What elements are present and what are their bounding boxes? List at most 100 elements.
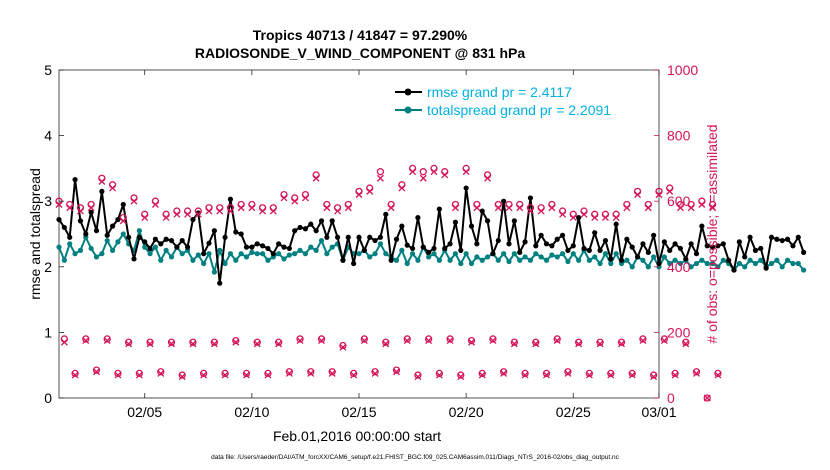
series-point-rmse (88, 209, 94, 215)
series-point-totalspread (693, 260, 700, 267)
obs-assimilated-marker (76, 207, 84, 215)
series-point-rmse (361, 247, 367, 253)
obs-possible-marker (199, 369, 208, 378)
series-point-totalspread (302, 251, 309, 257)
series-point-totalspread (533, 251, 539, 257)
series-point-rmse (377, 234, 384, 240)
obs-assimilated-stroke (119, 217, 127, 225)
y-axis-label-left: rmse and totalspread (27, 168, 43, 300)
series-point-totalspread (211, 269, 217, 275)
series-point-totalspread (233, 257, 239, 263)
series-point-rmse (763, 265, 769, 271)
series-point-rmse (168, 237, 175, 244)
series-point-rmse (238, 231, 244, 237)
series-point-totalspread (297, 247, 303, 253)
series-point-rmse (334, 234, 341, 240)
series-point-rmse (201, 251, 207, 257)
obs-assimilated-marker (398, 184, 406, 192)
series-point-totalspread (367, 254, 373, 260)
y-tick-label-right: 400 (667, 259, 691, 275)
y-tick-label-left: 2 (44, 259, 52, 275)
obs-assimilated-stroke (360, 337, 368, 345)
series-point-rmse (672, 241, 678, 247)
series-point-totalspread (431, 251, 437, 257)
series-point-rmse (67, 234, 73, 240)
obs-assimilated-marker (591, 214, 599, 222)
series-point-totalspread (217, 247, 223, 253)
obs-assimilated-stroke (334, 207, 342, 215)
obs-assimilated-marker (564, 369, 572, 377)
obs-assimilated-marker (435, 371, 443, 379)
series-point-rmse (174, 244, 180, 250)
series-point-rmse (442, 245, 448, 252)
series-point-totalspread (206, 251, 212, 257)
obs-assimilated-marker (226, 207, 234, 215)
series-point-rmse (409, 245, 416, 252)
series-point-totalspread (458, 260, 464, 267)
obs-possible-marker (499, 368, 508, 376)
obs-assimilated-stroke (66, 204, 74, 212)
obs-assimilated-marker (355, 191, 363, 199)
obs-possible-marker (607, 369, 615, 378)
obs-possible-marker (564, 368, 572, 376)
obs-assimilated-stroke (484, 174, 492, 182)
series-point-rmse (313, 228, 319, 234)
obs-assimilated-stroke (93, 368, 100, 376)
series-point-totalspread (677, 260, 684, 267)
series-point-rmse (709, 244, 716, 250)
obs-possible-marker (274, 338, 283, 346)
series-point-rmse (302, 226, 309, 232)
series-point-totalspread (415, 257, 421, 263)
obs-possible-marker (114, 369, 122, 378)
series-point-totalspread (222, 260, 228, 267)
series-point-rmse (93, 228, 100, 234)
obs-assimilated-marker (141, 214, 149, 222)
obs-assimilated-marker (543, 371, 550, 379)
obs-assimilated-marker (446, 337, 454, 345)
obs-assimilated-stroke (141, 214, 149, 222)
obs-assimilated-stroke (441, 171, 449, 179)
x-tick-label: 02/20 (449, 404, 484, 420)
series-point-totalspread (227, 251, 234, 257)
obs-assimilated-stroke (500, 369, 508, 377)
legend-rmse-marker (404, 88, 412, 96)
obs-assimilated-stroke (344, 204, 352, 212)
series-point-totalspread (404, 260, 410, 267)
series-point-rmse (351, 260, 357, 267)
series-point-rmse (77, 218, 84, 224)
obs-assimilated-marker (473, 204, 481, 212)
obs-possible-marker (414, 371, 422, 379)
series-point-rmse (479, 208, 485, 214)
series-point-rmse (340, 257, 346, 263)
obs-assimilated-marker (184, 210, 192, 218)
obs-assimilated-stroke (564, 369, 572, 377)
series-point-totalspread (276, 251, 282, 257)
obs-assimilated-marker (360, 337, 368, 345)
obs-possible-marker (232, 336, 240, 345)
obs-assimilated-stroke (318, 337, 325, 345)
series-point-rmse (522, 239, 528, 245)
obs-assimilated-marker (350, 371, 358, 379)
series-point-totalspread (254, 251, 260, 257)
series-point-totalspread (484, 254, 491, 260)
series-point-totalspread (608, 260, 614, 267)
series-point-rmse (126, 234, 132, 240)
x-tick-label: 02/15 (341, 404, 376, 420)
series-point-rmse (511, 218, 517, 224)
obs-assimilated-marker (130, 197, 138, 205)
obs-assimilated-marker (194, 210, 202, 218)
series-point-totalspread (452, 251, 459, 257)
series-point-rmse (61, 224, 67, 231)
obs-assimilated-stroke (623, 204, 631, 212)
obs-assimilated-marker (387, 204, 395, 212)
obs-assimilated-marker (301, 194, 309, 202)
series-point-rmse (56, 216, 62, 223)
series-point-rmse (147, 245, 153, 252)
obs-possible-marker (553, 335, 561, 343)
series-point-rmse (801, 249, 807, 255)
obs-assimilated-stroke (489, 337, 497, 345)
obs-assimilated-stroke (516, 204, 524, 212)
obs-possible-marker (103, 335, 111, 343)
obs-assimilated-marker (109, 184, 117, 192)
obs-assimilated-marker (98, 178, 106, 185)
